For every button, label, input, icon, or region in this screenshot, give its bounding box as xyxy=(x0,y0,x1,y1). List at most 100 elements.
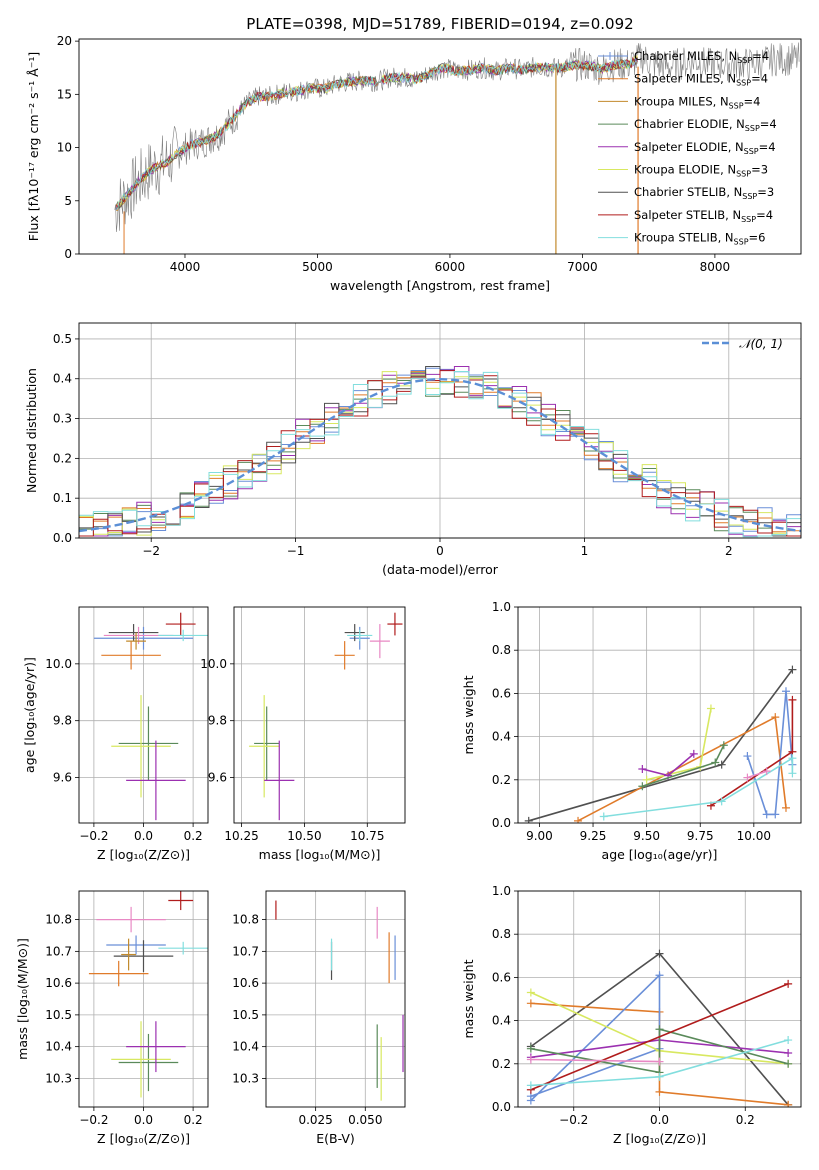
weight-marker xyxy=(771,713,780,722)
legend-subscript: SSP xyxy=(729,101,744,110)
weight-marker xyxy=(689,749,698,758)
weight-marker xyxy=(599,812,608,821)
axes-frame xyxy=(78,38,802,255)
weight-marker xyxy=(574,816,583,823)
weight-line-1 xyxy=(577,715,787,822)
y-tick-label: 10.6 xyxy=(45,976,72,990)
axes-frame xyxy=(78,890,209,1108)
errorbar-plot xyxy=(249,612,403,821)
y-tick-label: 0.4 xyxy=(53,372,72,386)
legend-name: Salpeter ELODIE, N xyxy=(634,140,744,154)
legend-count: =4 xyxy=(744,94,761,108)
x-tick-label: 0.2 xyxy=(736,1113,755,1127)
legend-name: Chabrier STELIB, N xyxy=(634,185,742,199)
x-tick-label: 6000 xyxy=(435,260,466,274)
y-tick-label: 0.6 xyxy=(492,970,511,984)
x-tick-label: 2 xyxy=(725,544,733,558)
axes-frame xyxy=(517,606,802,824)
histogram-step-6 xyxy=(79,370,801,537)
x-tick-label: 8000 xyxy=(700,260,731,274)
model-line-6 xyxy=(115,57,638,210)
weight-line-8 xyxy=(530,1058,660,1063)
legend-entry: Kroupa STELIB, NSSP=6 xyxy=(634,231,765,247)
weight-marker xyxy=(717,797,726,806)
legend-name: Salpeter MILES, N xyxy=(634,72,736,86)
weight-marker xyxy=(717,760,726,769)
model-line-0 xyxy=(115,57,638,211)
weight-marker xyxy=(655,1025,664,1034)
x-tick-label: 0.2 xyxy=(184,829,203,843)
chart-mass-vs-ebv: 0.025 0.050 10.3 10.4 10.5 10.6 10.7 10.8 E(B-V) xyxy=(232,890,406,1146)
y-tick-label: 10.0 xyxy=(200,657,227,671)
legend-count: =3 xyxy=(757,185,774,199)
x-tick-label: 10.75 xyxy=(350,829,384,843)
legend-subscript: SSP xyxy=(742,192,757,201)
legend-entry: Salpeter MILES, NSSP=4 xyxy=(634,72,768,88)
legend-name: Chabrier ELODIE, N xyxy=(634,117,745,131)
weight-line-7 xyxy=(603,756,794,818)
legend-entry: Chabrier ELODIE, NSSP=4 xyxy=(634,117,777,133)
weight-marker xyxy=(526,1055,535,1064)
weight-marker xyxy=(743,752,752,761)
chart-spectrum: 4000 5000 6000 7000 8000 0 5 10 15 20 Chabrier MIL… xyxy=(26,34,802,293)
weight-line-8 xyxy=(747,770,767,779)
weight-marker xyxy=(788,665,797,674)
weight-marker xyxy=(655,1057,664,1066)
legend-count: =4 xyxy=(751,72,768,86)
weight-marker xyxy=(784,979,793,988)
legend-name: Salpeter STELIB, N xyxy=(634,208,741,222)
weight-marker xyxy=(788,754,797,763)
weight-marker xyxy=(743,773,752,782)
x-axis-label: age [log₁₀(age/yr)] xyxy=(602,847,718,862)
y-tick-label: 9.6 xyxy=(208,771,227,785)
legend-subscript: SSP xyxy=(736,170,751,179)
y-tick-label: 10.8 xyxy=(45,913,72,927)
legend-entry: Kroupa MILES, NSSP=4 xyxy=(634,94,760,110)
x-tick-label: 1 xyxy=(581,544,589,558)
y-tick-label: 10.4 xyxy=(45,1040,72,1054)
weight-marker xyxy=(788,695,797,704)
y-tick-label: 0 xyxy=(64,247,72,261)
x-tick-label: 9.50 xyxy=(633,829,660,843)
weight-line-6 xyxy=(530,983,789,1091)
weight-plot xyxy=(524,665,797,823)
x-tick-label: 4000 xyxy=(170,260,201,274)
x-tick-label: 10.00 xyxy=(737,829,771,843)
legend-count: =4 xyxy=(752,49,769,63)
model-line-1 xyxy=(115,55,638,211)
legend-subscript: SSP xyxy=(734,238,749,247)
weight-marker xyxy=(784,1049,793,1057)
x-tick-label: −0.2 xyxy=(79,1113,108,1127)
y-tick-label: 0.8 xyxy=(492,643,511,657)
weight-marker xyxy=(771,810,780,819)
x-axis-label: Z [log₁₀(Z/Z⊙)] xyxy=(97,847,190,862)
chart-weight-vs-z: −0.2 0.0 0.2 0.0 0.2 0.4 0.6 0.8 1.0 Z [log₁₀(Z/Z… xyxy=(461,884,802,1146)
x-axis-label: (data-model)/error xyxy=(382,562,499,577)
weight-marker xyxy=(638,782,647,791)
y-tick-label: 0.0 xyxy=(53,531,72,545)
x-axis-label: wavelength [Angstrom, rest frame] xyxy=(330,278,550,293)
y-tick-label: 0.3 xyxy=(53,412,72,426)
weight-marker xyxy=(781,803,790,812)
x-tick-label: 0.2 xyxy=(184,1113,203,1127)
legend-count: =6 xyxy=(749,231,766,245)
weight-line-2 xyxy=(530,973,661,1102)
legend-name: Kroupa STELIB, N xyxy=(634,231,734,245)
y-tick-label: 0.4 xyxy=(492,730,511,744)
weight-marker xyxy=(784,1100,793,1107)
y-tick-label: 10.0 xyxy=(45,657,72,671)
y-tick-label: 0.2 xyxy=(53,451,72,465)
errorbar-plot xyxy=(275,900,404,1101)
y-tick-label: 0.6 xyxy=(492,686,511,700)
axes-frame xyxy=(78,322,802,539)
legend-count: =4 xyxy=(756,208,773,222)
x-tick-label: 0.0 xyxy=(134,829,153,843)
weight-marker xyxy=(655,971,664,980)
y-tick-label: 0.0 xyxy=(492,1100,511,1114)
y-tick-label: 10.3 xyxy=(232,1071,259,1085)
y-axis-label: Normed distribution xyxy=(24,368,39,493)
weight-marker xyxy=(788,769,797,778)
x-tick-label: 10.50 xyxy=(287,829,321,843)
legend-entry: Salpeter ELODIE, NSSP=4 xyxy=(634,140,776,156)
chart-weight-vs-age: 9.00 9.25 9.50 9.75 10.00 0.0 0.2 0.4 0.6 0.8 1.0 a… xyxy=(461,600,802,862)
